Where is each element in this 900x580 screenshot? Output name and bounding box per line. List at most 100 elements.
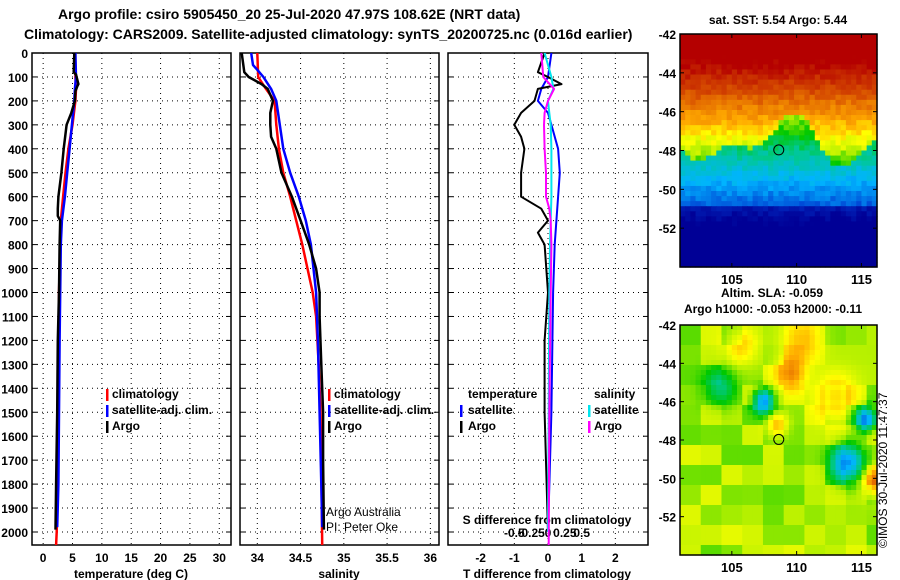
sla-map-cell xyxy=(685,345,691,351)
sla-map-cell xyxy=(851,345,857,351)
sla-map-cell xyxy=(819,325,826,331)
sla-map-cell xyxy=(700,410,707,416)
sst-map-cell xyxy=(809,79,816,86)
sla-map-cell xyxy=(721,365,728,371)
sst-map-cell xyxy=(825,231,831,238)
sst-map-cell xyxy=(705,160,712,167)
sst-map-cell xyxy=(685,44,691,50)
sla-map-cell xyxy=(773,395,780,401)
sst-map-cell xyxy=(680,39,686,45)
sla-map-cell xyxy=(861,515,868,521)
sst-map-cell xyxy=(851,104,857,111)
sla-map-cell xyxy=(799,450,806,456)
sla-map-cell xyxy=(700,425,707,431)
sst-map-cell xyxy=(819,54,826,60)
sst-map-cell xyxy=(685,54,691,60)
sla-map-cell xyxy=(809,450,816,456)
sla-map-cell xyxy=(814,450,821,456)
sla-map-cell xyxy=(778,530,785,536)
sla-map-cell xyxy=(768,410,774,416)
sst-map-cell xyxy=(731,120,738,126)
sst-map-cell xyxy=(731,115,738,121)
sst-map-cell xyxy=(695,180,702,187)
sst-map-cell xyxy=(819,130,826,136)
sst-map-cell xyxy=(799,246,806,253)
sla-map-cell xyxy=(856,345,863,351)
sst-map-cell xyxy=(778,84,785,91)
sst-map-cell xyxy=(768,246,774,253)
sla-map-cell xyxy=(851,465,857,471)
sst-map-cell xyxy=(804,49,811,55)
sst-map-cell xyxy=(690,256,697,263)
sla-map-cell xyxy=(788,395,795,401)
sla-map-cell xyxy=(721,440,728,446)
sla-map-cell xyxy=(768,375,774,381)
sla-map-cell xyxy=(690,490,697,496)
sla-map-cell xyxy=(742,475,748,481)
sla-map-cell xyxy=(747,365,754,371)
sst-map-cell xyxy=(794,191,800,197)
sla-map-cell xyxy=(711,415,717,421)
sst-map-cell xyxy=(809,261,816,268)
sst-map-cell xyxy=(830,251,837,258)
tdiff-xtick-label: 2 xyxy=(612,551,619,565)
sla-map-cell xyxy=(773,510,780,516)
sst-map-cell xyxy=(856,89,863,96)
sla-map-cell xyxy=(825,435,831,441)
sla-map-cell xyxy=(690,330,697,336)
sla-map-cell xyxy=(871,450,878,456)
sst-map-cell xyxy=(731,206,738,212)
sst-map-cell xyxy=(840,191,847,197)
sst-map-cell xyxy=(825,155,831,162)
sla-map-cell xyxy=(726,370,733,376)
sla-map-cell xyxy=(840,535,847,541)
sla-map-cell xyxy=(680,520,686,526)
sst-map-cell xyxy=(742,256,748,263)
sla-map-ytick-label: -46 xyxy=(659,396,677,410)
sst-map-cell xyxy=(757,79,764,86)
sst-map-cell xyxy=(799,120,806,126)
sla-map-cell xyxy=(737,445,743,451)
sla-map-cell xyxy=(845,365,852,371)
sla-map-cell xyxy=(685,495,691,501)
sla-map-cell xyxy=(747,440,754,446)
sla-map-cell xyxy=(814,520,821,526)
sst-map-cell xyxy=(804,155,811,162)
sst-map-cell xyxy=(711,165,717,172)
sla-map-cell xyxy=(721,510,728,516)
sst-map-cell xyxy=(871,39,878,45)
sst-map-cell xyxy=(721,196,728,202)
sst-map-cell xyxy=(747,216,754,223)
sst-map-cell xyxy=(830,211,837,217)
sla-map-cell xyxy=(835,345,842,351)
sla-map-cell xyxy=(695,450,702,456)
sla-map-cell xyxy=(680,550,686,556)
sst-map-cell xyxy=(721,165,728,172)
sst-map-cell xyxy=(861,44,868,50)
sst-map-cell xyxy=(830,44,837,50)
sst-map-cell xyxy=(685,196,691,202)
sst-map-cell xyxy=(830,175,837,182)
sla-map-cell xyxy=(799,465,806,471)
sla-map-cell xyxy=(866,340,873,346)
sla-map-cell xyxy=(799,355,806,361)
sst-map-cell xyxy=(711,130,717,136)
sla-map-cell xyxy=(804,420,811,426)
sst-map-cell xyxy=(866,44,873,50)
sla-map-cell xyxy=(705,525,712,531)
sla-map-cell xyxy=(866,335,873,341)
sst-map-cell xyxy=(747,89,754,96)
sst-map-cell xyxy=(794,84,800,91)
sla-map-cell xyxy=(861,340,868,346)
sla-map-cell xyxy=(778,420,785,426)
sla-map-cell xyxy=(830,515,837,521)
sla-map-cell xyxy=(773,410,780,416)
sla-map-cell xyxy=(871,485,878,491)
sst-map-cell xyxy=(742,201,748,207)
sst-map-cell xyxy=(726,99,733,106)
sst-map-cell xyxy=(840,201,847,207)
sst-map-cell xyxy=(747,39,754,45)
depth-tick-label: 1300 xyxy=(1,358,28,372)
sst-map-cell xyxy=(845,201,852,207)
sst-map-cell xyxy=(726,104,733,111)
